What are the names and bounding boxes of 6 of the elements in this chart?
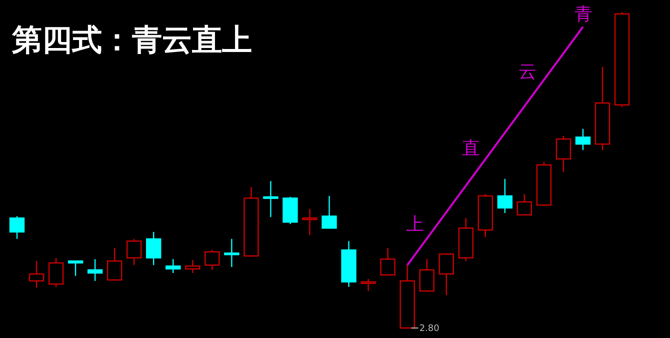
annotation: 青	[574, 4, 593, 25]
chart-title: 第四式：青云直上	[11, 23, 252, 58]
annotation: 云	[518, 62, 536, 83]
annotation: 直	[462, 138, 480, 159]
annotation: 2.80	[419, 324, 440, 334]
annotation: 上	[406, 214, 424, 236]
